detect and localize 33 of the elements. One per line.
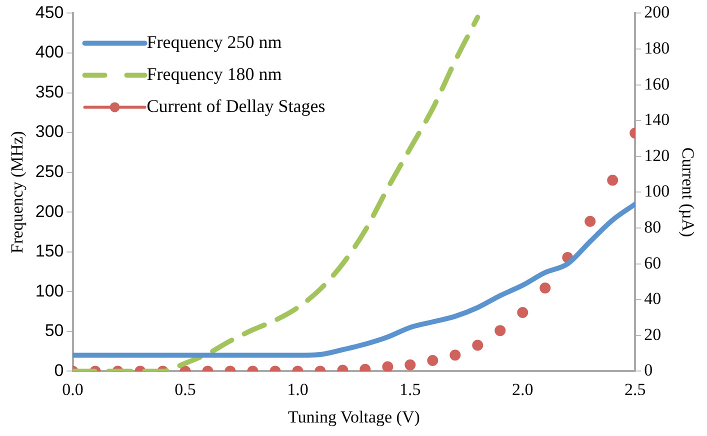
y2-tick-label: 200 — [644, 2, 670, 22]
x-tick-label: 2.5 — [624, 380, 646, 399]
x-axis-title: Tuning Voltage (V) — [288, 407, 420, 426]
y-tick-label: 0 — [54, 360, 64, 380]
y2-tick-label: 160 — [644, 74, 670, 94]
y-tick-label: 450 — [35, 2, 64, 22]
y-tick-label: 300 — [35, 122, 64, 142]
y2-tick-label: 180 — [644, 38, 670, 58]
y2-tick-label: 120 — [644, 146, 670, 165]
y2-tick-label: 100 — [644, 182, 670, 201]
y-tick-label: 50 — [44, 321, 64, 340]
legend-label: Frequency 180 nm — [146, 64, 282, 84]
y2-tick-label: 60 — [644, 253, 662, 272]
y-tick-label: 150 — [35, 242, 64, 261]
x-tick-label: 1.5 — [400, 380, 421, 399]
y2-axis-title: Current (µA) — [678, 147, 698, 237]
y-tick-label: 350 — [35, 82, 64, 102]
y-tick-label: 400 — [35, 42, 64, 62]
legend-label: Frequency 250 nm — [146, 32, 282, 52]
y-axis-title: Frequency (MHz) — [8, 131, 27, 254]
x-tick-label: 1.0 — [287, 380, 308, 399]
x-tick-label: 2.0 — [512, 380, 534, 399]
x-tick-label: 0.5 — [174, 380, 196, 399]
y2-tick-label: 40 — [644, 289, 662, 308]
x-tick-label: 0.0 — [62, 380, 84, 399]
legend-label: Current of Dellay Stages — [146, 96, 326, 116]
y2-tick-label: 0 — [644, 360, 653, 380]
y-tick-label: 250 — [35, 162, 64, 181]
y-tick-label: 200 — [35, 202, 64, 221]
y2-tick-label: 20 — [644, 324, 662, 344]
y2-tick-label: 140 — [644, 110, 670, 130]
y-tick-label: 100 — [35, 281, 64, 300]
y2-tick-label: 80 — [644, 217, 662, 236]
